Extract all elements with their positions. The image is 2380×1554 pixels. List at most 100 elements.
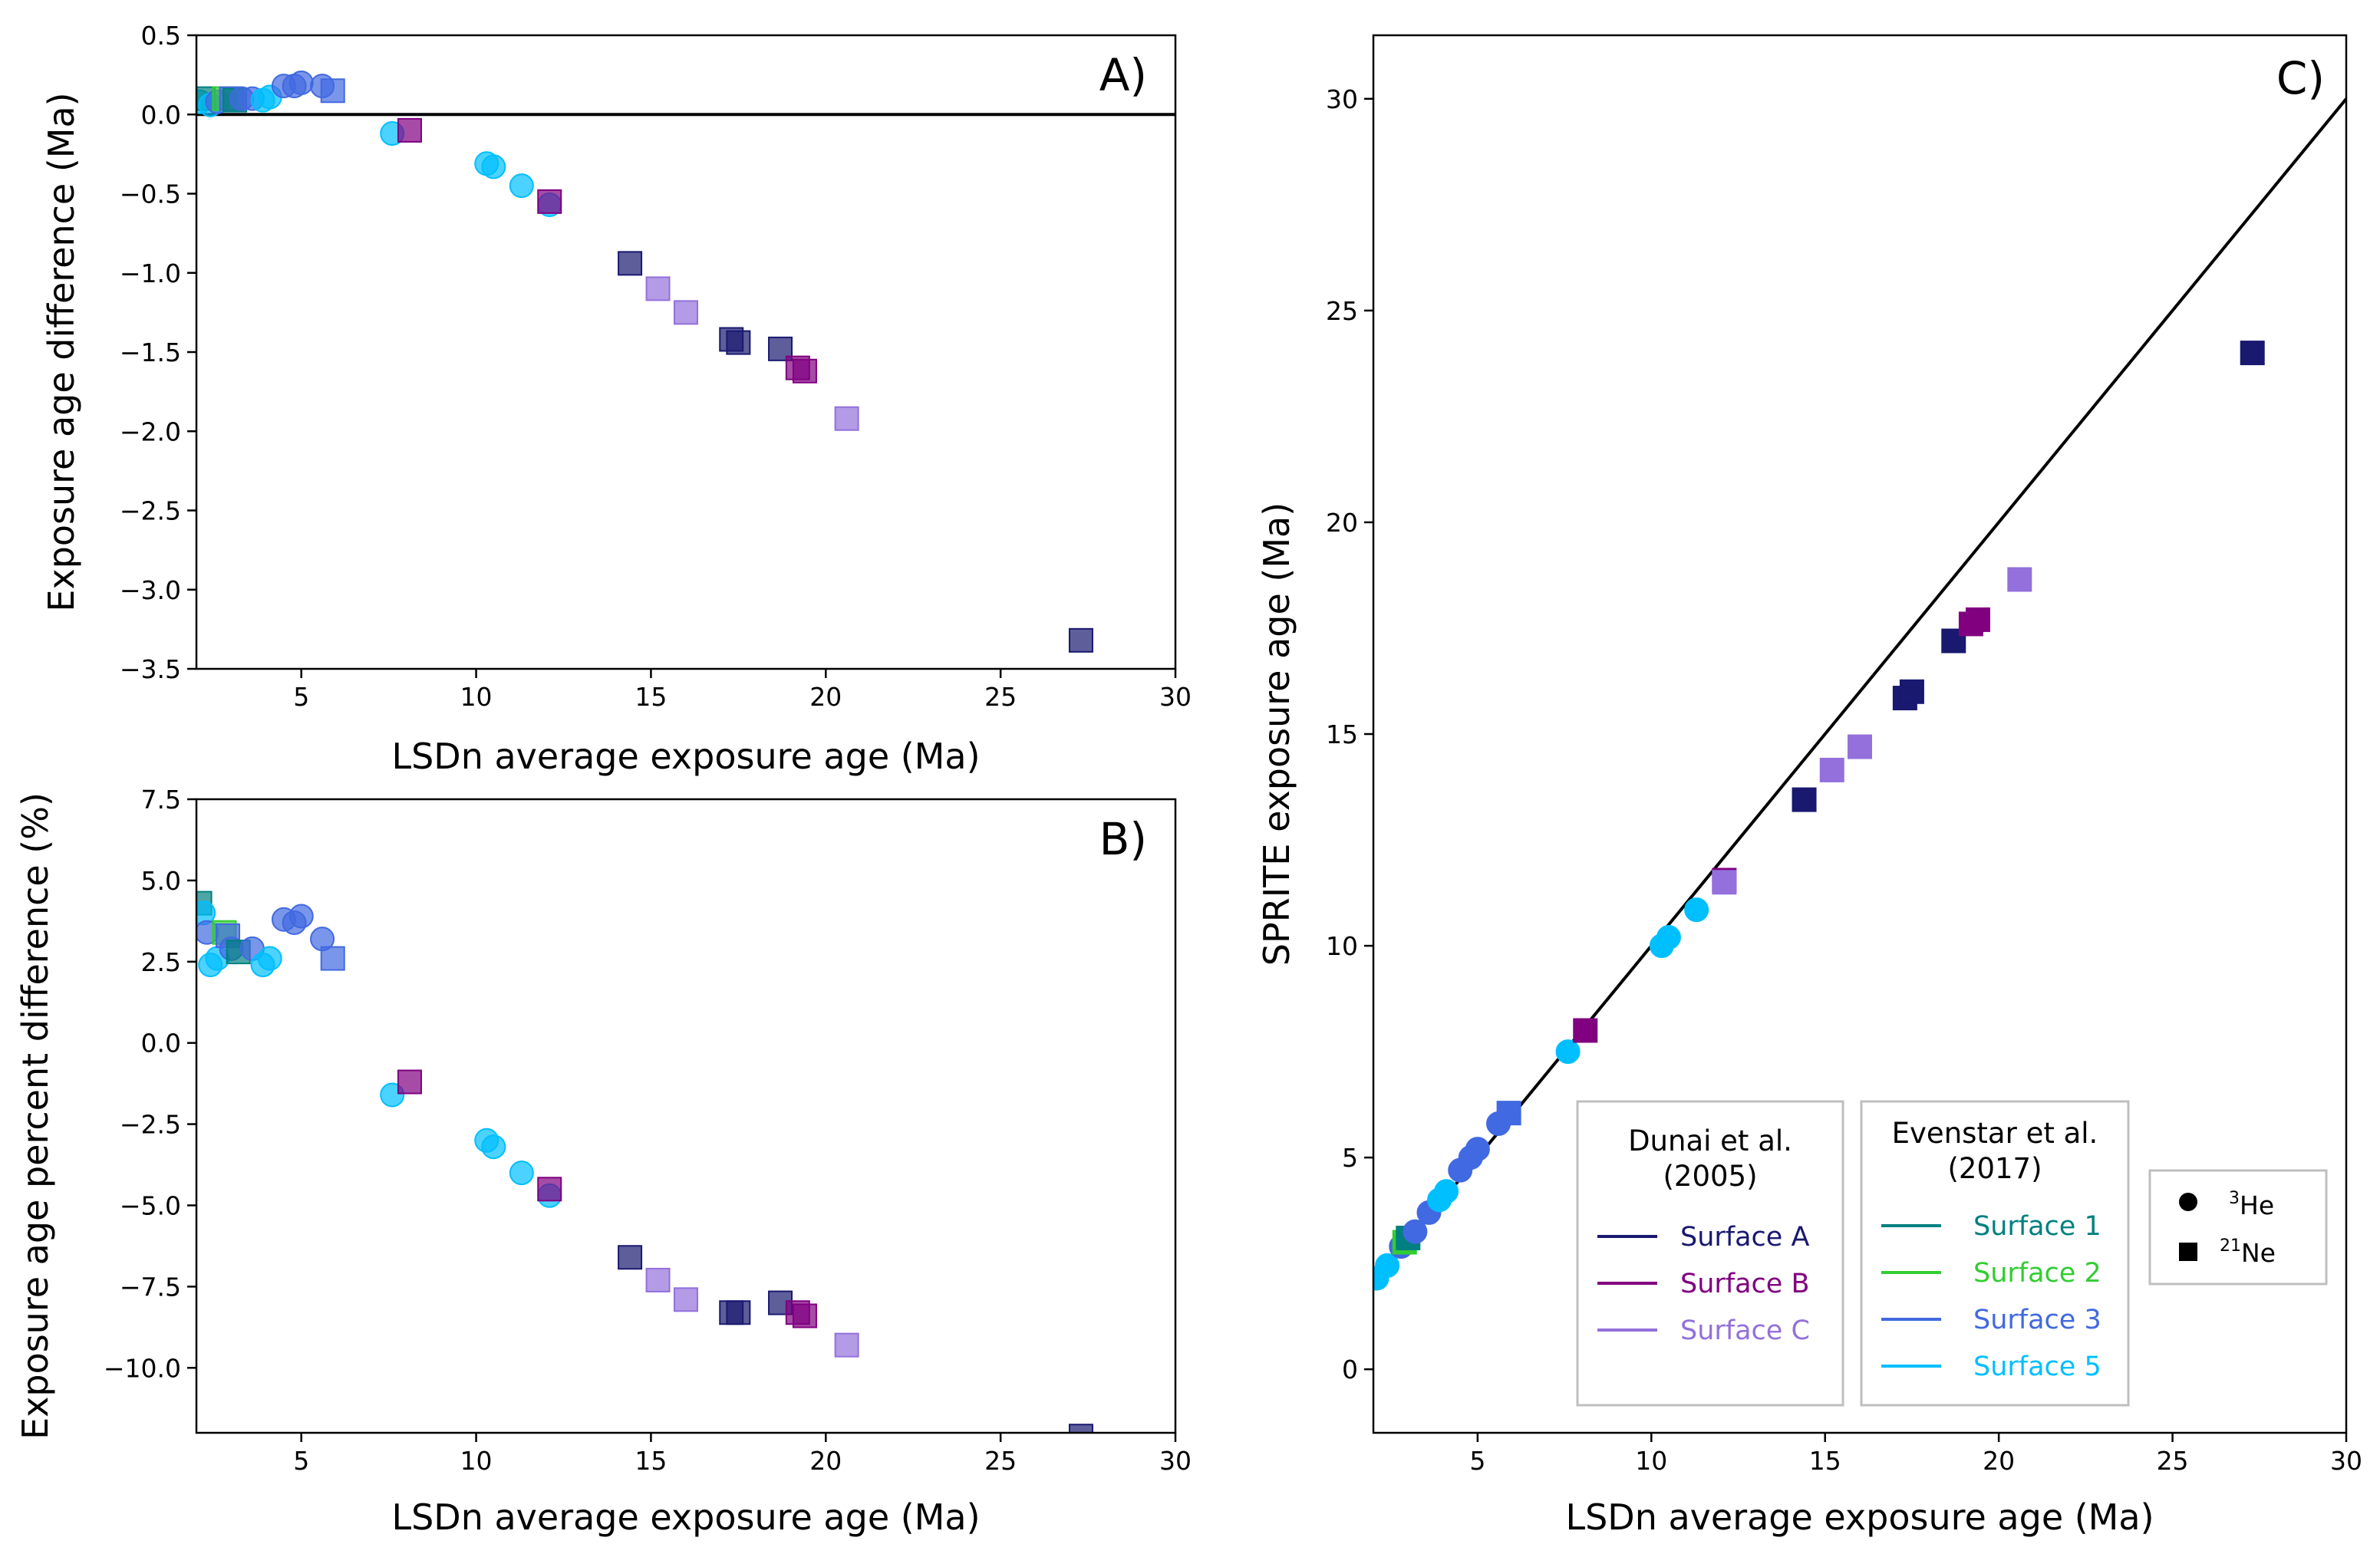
legend-square-marker [2179,1243,2197,1261]
x-tick-label: 5 [293,682,309,712]
data-point-ne21 [674,300,698,325]
x-tick-label: 15 [635,682,667,712]
legend-dunai: Dunai et al. (2005) Surface A Surface B … [1576,1100,1844,1407]
data-point-he3 [288,904,314,929]
y-tick-label: −2.5 [120,496,181,526]
data-point-ne21 [726,1300,751,1325]
panel-label: A) [1099,49,1147,101]
y-tick-label: 2.5 [141,947,181,977]
data-point-ne21 [537,1177,562,1202]
data-point-he3 [257,946,282,971]
legend-ne-superscript: 21 [2220,1236,2241,1256]
x-axis-label: LSDn average exposure age (Ma) [1565,1496,2154,1538]
y-tick-label: 0.0 [141,100,181,130]
data-point-ne21 [1068,1424,1093,1433]
y-tick-label: 5.0 [141,866,181,896]
panel-a: 5 10 15 20 25 30 0.5 0.0 −0.5 −1.0 −1.5 −2.0 −2.5 −3.… [41,21,1192,777]
data-point-ne21 [537,189,562,214]
y-tick-label: 20 [1326,508,1358,538]
legend-he-superscript: 3 [2229,1189,2240,1208]
data-point-ne21 [834,406,859,431]
data-point-he3 [1465,1137,1490,1162]
x-tick-label: 10 [1635,1446,1667,1476]
data-point-ne21 [320,946,345,971]
legend-surface-b-label: Surface B [1680,1269,1809,1299]
x-tick-label: 25 [984,1446,1017,1476]
data-point-he3 [1375,1253,1400,1278]
legend-evenstar-title-line1: Evenstar et al. [1892,1117,2098,1150]
data-points [196,70,1093,653]
y-tick-label: 7.5 [141,785,181,815]
y-tick-label: 0.0 [141,1029,181,1058]
legend-he-text: He [2240,1190,2274,1220]
x-tick-label: 20 [1983,1446,2015,1476]
legend-surface-2-label: Surface 2 [1973,1258,2101,1289]
data-point-ne21 [1068,627,1093,653]
data-point-ne21 [645,1267,671,1292]
panel-b: 5 10 15 20 25 30 7.5 5.0 2.5 0.0 −2.5 −5.0 −7.5 −10.0… [15,785,1192,1538]
legend-evenstar-frame [1860,1100,2130,1407]
data-point-ne21 [792,358,817,384]
data-point-he3 [288,70,314,95]
x-tick-label: 30 [1159,682,1192,712]
panel-label: C) [2276,52,2325,104]
data-point-ne21 [1848,734,1872,759]
legend-evenstar-title-line2: (2017) [1947,1152,2042,1185]
y-tick-label: −3.5 [120,654,181,684]
y-tick-label: −10.0 [104,1353,181,1383]
data-point-ne21 [1899,679,1924,704]
data-point-he3 [509,1161,534,1186]
panel-c: 5 10 15 20 25 30 0 5 10 15 20 25 30 LSDn average expo… [1256,34,2362,1538]
x-tick-label: 30 [2330,1446,2362,1476]
x-tick-label: 5 [1469,1446,1485,1476]
x-tick-label: 15 [635,1446,667,1476]
data-point-ne21 [618,251,643,276]
y-tick-label: 5 [1342,1143,1358,1173]
data-point-ne21 [645,276,671,301]
plot-frame [195,798,1177,1434]
data-point-ne21 [1496,1101,1521,1126]
data-point-ne21 [2240,341,2265,366]
legend-dunai-frame [1576,1100,1844,1407]
data-point-he3 [1403,1219,1428,1244]
x-tick-label: 5 [293,1446,309,1476]
data-point-ne21 [1712,870,1737,895]
legend-ne-label: 21Ne [2220,1236,2276,1268]
x-axis-label: LSDn average exposure age (Ma) [391,1496,980,1538]
data-point-ne21 [397,1069,422,1095]
data-point-ne21 [618,1245,643,1270]
x-tick-label: 30 [1159,1446,1192,1476]
legend-surface-3-label: Surface 3 [1973,1305,2101,1335]
legend-surface-a-label: Surface A [1680,1222,1809,1253]
data-point-he3 [481,1134,506,1160]
y-tick-label: −7.5 [120,1272,181,1302]
data-point-ne21 [1573,1018,1598,1043]
y-tick-label: −1.0 [120,258,181,288]
legend-surface-1-label: Surface 1 [1973,1211,2101,1242]
legend-evenstar: Evenstar et al. (2017) Surface 1 Surface… [1860,1100,2130,1407]
y-tick-label: 10 [1326,931,1358,961]
legend-dunai-title-line1: Dunai et al. [1628,1124,1792,1157]
data-points [196,891,1093,1433]
data-point-ne21 [792,1303,817,1328]
data-point-ne21 [1965,607,1990,632]
legend-dunai-title-line2: (2005) [1663,1160,1757,1193]
data-points [1373,341,2265,1291]
data-point-he3 [1684,897,1709,923]
y-axis-label: Exposure age difference (Ma) [41,92,82,611]
legend-surface-5-label: Surface 5 [1973,1352,2101,1382]
data-point-ne21 [1941,628,1966,654]
y-tick-label: −2.0 [120,416,181,446]
data-point-ne21 [726,330,751,355]
data-point-ne21 [1819,757,1844,782]
x-tick-label: 10 [460,682,493,712]
legend-circle-marker [2179,1193,2197,1211]
data-point-he3 [509,173,534,199]
y-axis-label: Exposure age percent difference (%) [15,792,56,1440]
y-tick-label: −5.0 [120,1190,181,1220]
x-axis-label: LSDn average exposure age (Ma) [391,736,980,777]
data-point-he3 [1656,925,1681,950]
x-tick-label: 20 [809,1446,842,1476]
x-tick-label: 25 [2157,1446,2189,1476]
